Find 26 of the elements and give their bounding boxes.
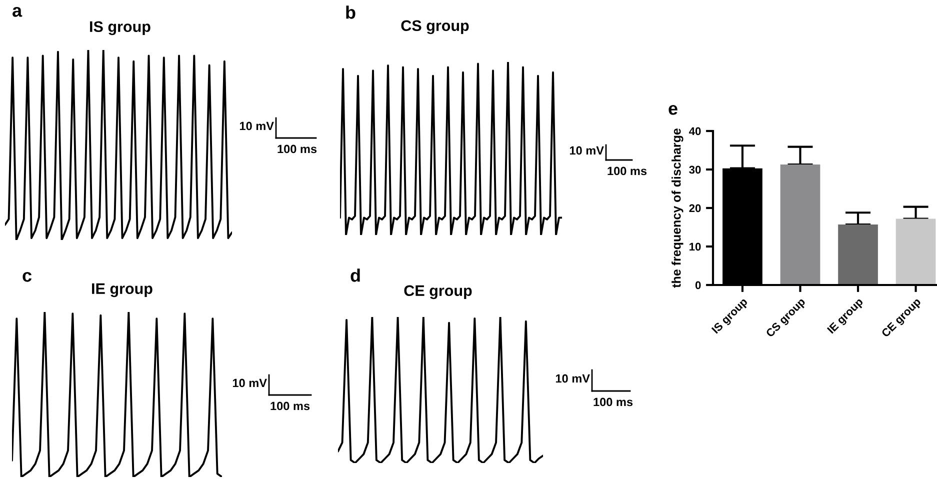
- text: 10 mV: [232, 378, 267, 388]
- text: 100 ms: [594, 398, 633, 406]
- bar: [838, 224, 878, 285]
- y-tick-label: 0: [695, 281, 701, 290]
- y-tick-label: 30: [689, 166, 701, 174]
- text: b: [346, 6, 356, 19]
- chart-title: CS group: [401, 20, 469, 34]
- y-tick-label: 40: [689, 127, 701, 136]
- text: 10 mV: [570, 146, 604, 155]
- text: e: [668, 104, 678, 115]
- text: 100 ms: [270, 402, 310, 410]
- text: 100 ms: [278, 144, 317, 154]
- bar: [896, 218, 936, 285]
- y-tick-label: 20: [689, 204, 701, 212]
- chart-title: IS group: [90, 21, 150, 36]
- bar: [780, 164, 820, 285]
- y-tick-label: 10: [690, 242, 701, 251]
- text: 10 mV: [240, 122, 274, 130]
- text: 10 mV: [556, 374, 590, 383]
- chart-title: IE group: [92, 283, 152, 298]
- text: d: [350, 268, 360, 282]
- y-axis-title: the frequency of discharge: [672, 128, 684, 288]
- chart-title: CE group: [404, 285, 472, 300]
- text: 100 ms: [608, 166, 647, 176]
- text: c: [22, 272, 32, 282]
- text: a: [12, 6, 22, 17]
